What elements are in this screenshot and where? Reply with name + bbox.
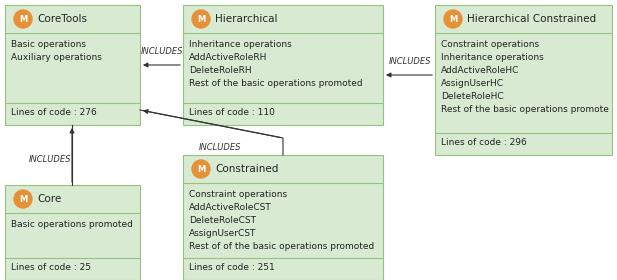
Circle shape [14, 190, 32, 208]
Text: Inheritance operations: Inheritance operations [189, 40, 292, 49]
Text: Rest of of the basic operations promoted: Rest of of the basic operations promoted [189, 242, 375, 251]
Text: Lines of code : 251: Lines of code : 251 [189, 263, 275, 272]
Text: INCLUDES: INCLUDES [141, 48, 183, 57]
Text: AddActiveRoleCST: AddActiveRoleCST [189, 203, 271, 212]
Text: M: M [197, 15, 205, 24]
Bar [5, 5, 140, 125]
Text: AddActiveRoleRH: AddActiveRoleRH [189, 53, 267, 62]
Bar [183, 5, 383, 125]
Text: AssignUserHC: AssignUserHC [441, 79, 504, 88]
Text: M: M [19, 15, 27, 24]
Bar [5, 185, 140, 280]
Text: DeleteRoleHC: DeleteRoleHC [441, 92, 503, 101]
Text: Lines of code : 110: Lines of code : 110 [189, 108, 275, 117]
Text: Basic operations promoted: Basic operations promoted [11, 220, 133, 229]
Text: AssignUserCST: AssignUserCST [189, 229, 257, 238]
Text: Lines of code : 25: Lines of code : 25 [11, 263, 91, 272]
Text: Lines of code : 296: Lines of code : 296 [441, 138, 527, 147]
Text: Basic operations: Basic operations [11, 40, 86, 49]
Circle shape [14, 10, 32, 28]
Text: Constraint operations: Constraint operations [189, 190, 287, 199]
Text: INCLUDES: INCLUDES [199, 143, 241, 153]
Text: M: M [197, 165, 205, 174]
Text: Auxiliary operations: Auxiliary operations [11, 53, 102, 62]
Text: DeleteRoleRH: DeleteRoleRH [189, 66, 252, 75]
Circle shape [444, 10, 462, 28]
Text: INCLUDES: INCLUDES [389, 57, 431, 67]
Circle shape [192, 160, 210, 178]
Text: Core: Core [37, 194, 61, 204]
Text: AddActiveRoleHC: AddActiveRoleHC [441, 66, 520, 75]
Text: INCLUDES: INCLUDES [29, 155, 71, 165]
Circle shape [192, 10, 210, 28]
Text: Constraint operations: Constraint operations [441, 40, 539, 49]
Text: CoreTools: CoreTools [37, 14, 87, 24]
Text: Lines of code : 276: Lines of code : 276 [11, 108, 97, 117]
Text: Inheritance operations: Inheritance operations [441, 53, 544, 62]
Text: Hierarchical Constrained: Hierarchical Constrained [467, 14, 596, 24]
Bar [183, 155, 383, 280]
Text: DeleteRoleCST: DeleteRoleCST [189, 216, 256, 225]
Text: Constrained: Constrained [215, 164, 278, 174]
Text: M: M [449, 15, 457, 24]
Text: Rest of the basic operations promoted: Rest of the basic operations promoted [189, 79, 363, 88]
Text: Rest of the basic operations promote: Rest of the basic operations promote [441, 105, 609, 114]
Text: Hierarchical: Hierarchical [215, 14, 278, 24]
Text: M: M [19, 195, 27, 204]
Bar [435, 5, 612, 155]
